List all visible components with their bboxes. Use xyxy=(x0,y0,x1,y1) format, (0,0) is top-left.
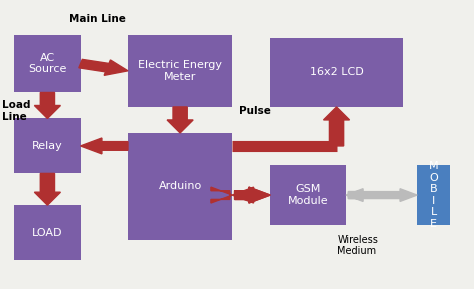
Text: Arduino: Arduino xyxy=(158,181,202,191)
FancyArrow shape xyxy=(323,107,349,146)
Bar xyxy=(270,165,346,225)
FancyArrow shape xyxy=(235,187,270,203)
FancyArrow shape xyxy=(211,187,232,203)
Text: Load
Line: Load Line xyxy=(2,101,31,122)
Bar xyxy=(14,205,81,260)
Text: Main Line: Main Line xyxy=(69,14,126,24)
FancyArrow shape xyxy=(348,189,417,201)
Bar xyxy=(14,35,81,92)
FancyArrow shape xyxy=(167,107,193,133)
Text: Wireless
Medium: Wireless Medium xyxy=(337,235,378,256)
Bar xyxy=(128,133,232,240)
Text: Relay: Relay xyxy=(32,141,63,151)
FancyArrow shape xyxy=(81,138,128,154)
Text: AC
Source: AC Source xyxy=(28,53,66,74)
Text: 16x2 LCD: 16x2 LCD xyxy=(310,67,364,77)
Bar xyxy=(14,118,81,173)
FancyArrow shape xyxy=(235,187,270,203)
Text: Electric Energy
Meter: Electric Energy Meter xyxy=(138,60,222,81)
FancyArrow shape xyxy=(232,187,254,203)
Bar xyxy=(128,35,232,107)
FancyArrow shape xyxy=(346,189,363,201)
FancyArrow shape xyxy=(35,92,61,118)
Bar xyxy=(417,165,450,225)
FancyArrow shape xyxy=(79,59,128,75)
Text: Pulse: Pulse xyxy=(239,106,271,116)
Bar xyxy=(270,38,403,107)
FancyArrow shape xyxy=(35,173,61,205)
Text: M
O
B
I
L
E: M O B I L E xyxy=(429,161,438,229)
Text: GSM
Module: GSM Module xyxy=(288,184,328,206)
Text: LOAD: LOAD xyxy=(32,228,63,238)
